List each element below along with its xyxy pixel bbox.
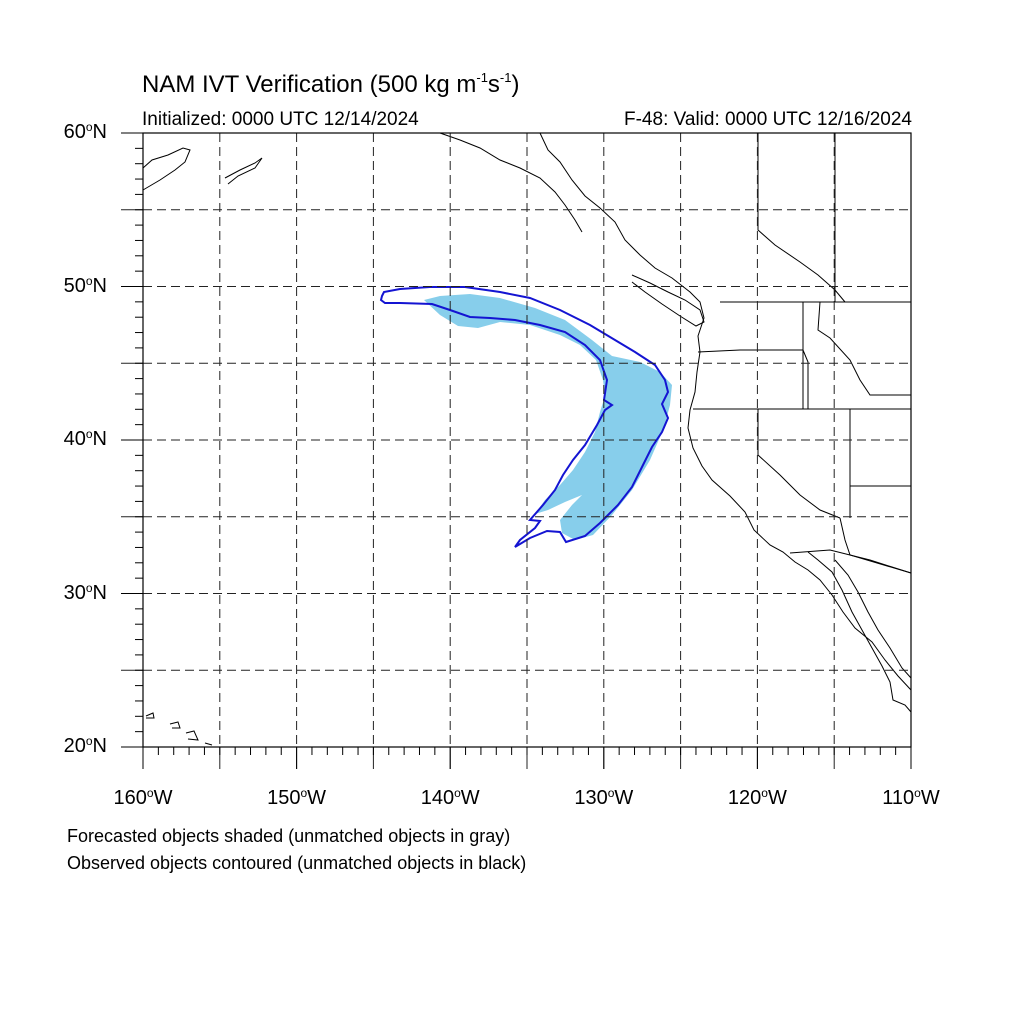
observed-ivt-contour xyxy=(379,286,670,548)
lon-label: 120oW xyxy=(727,786,787,809)
dashed-gridlines xyxy=(121,133,911,769)
legend-note-observed: Observed objects contoured (unmatched ob… xyxy=(67,853,527,873)
baja-gulf-coastline xyxy=(834,559,912,679)
forecast-ivt-object xyxy=(424,294,672,540)
washington-oregon-border xyxy=(697,349,809,409)
lat-label: 50oN xyxy=(63,273,107,297)
lon-label: 150oW xyxy=(267,786,327,809)
coastlines-and-borders xyxy=(142,132,912,746)
lon-label: 140oW xyxy=(420,786,480,809)
alaska-panhandle-coastline xyxy=(439,132,583,233)
axis-ticks xyxy=(121,132,912,769)
montana-idaho-line xyxy=(817,301,911,396)
north-america-coastline xyxy=(539,132,912,691)
us-mexico-border xyxy=(789,549,912,574)
alaska-coastline xyxy=(142,147,191,191)
lat-label: 30oN xyxy=(63,580,107,604)
nevada-california-border xyxy=(757,409,841,519)
initialized-time: Initialized: 0000 UTC 12/14/2024 xyxy=(142,109,419,130)
lon-label: 110oW xyxy=(882,786,940,809)
lat-label: 20oN xyxy=(63,734,107,757)
lon-label: 130oW xyxy=(574,786,634,809)
valid-time: F-48: Valid: 0000 UTC 12/16/2024 xyxy=(624,109,912,130)
hawaii-islands xyxy=(145,712,213,746)
lat-label: 40oN xyxy=(63,427,107,450)
lat-label: 60oN xyxy=(63,120,107,143)
aleutian-islands xyxy=(224,157,263,185)
map-title: NAM IVT Verification (500 kg m-1s-1) xyxy=(142,70,520,98)
vancouver-island xyxy=(631,274,705,327)
california-arizona-border xyxy=(839,517,912,574)
legend-note-forecast: Forecasted objects shaded (unmatched obj… xyxy=(67,826,511,846)
lon-label: 160oW xyxy=(113,786,173,809)
baja-california-coastline xyxy=(807,551,912,713)
map-frame xyxy=(142,132,912,748)
bc-interior-border xyxy=(757,133,846,303)
